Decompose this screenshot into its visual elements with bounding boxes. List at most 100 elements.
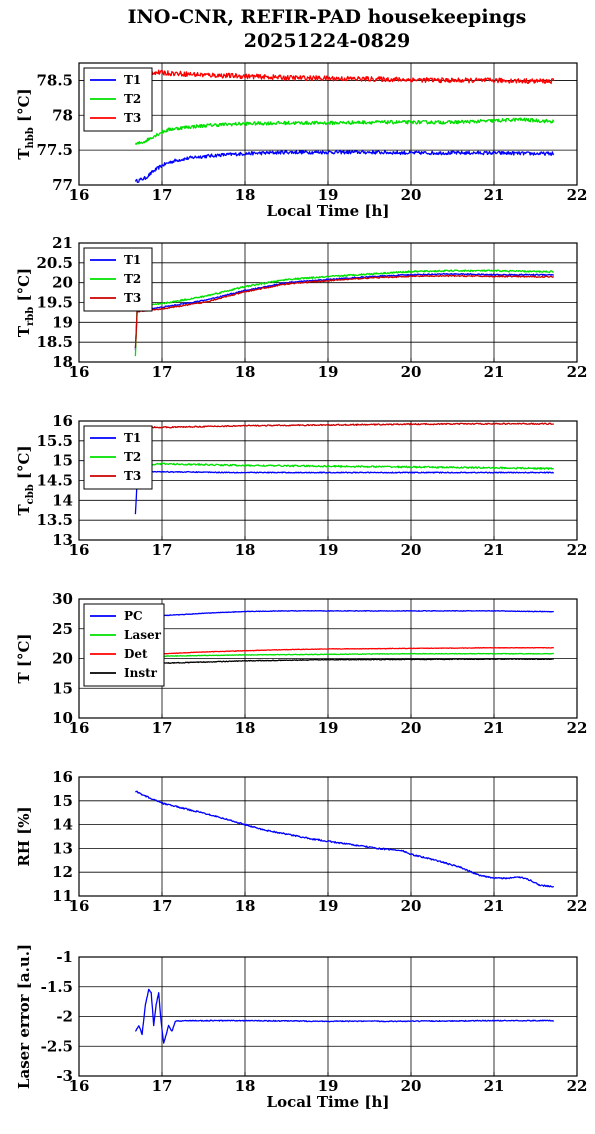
- legend-label: T3: [124, 111, 141, 125]
- x-tick-label: 17: [152, 897, 173, 915]
- x-tick-label: 17: [152, 363, 173, 381]
- y-tick-label: 15: [52, 679, 73, 697]
- y-tick-label: 21: [52, 234, 73, 252]
- y-tick-label: 11: [52, 887, 73, 905]
- figure-title-line1: INO-CNR, REFIR-PAD housekeepings: [128, 6, 527, 28]
- series-line-t1: [134, 149, 555, 184]
- series-line-t2: [135, 462, 554, 470]
- y-tick-label: 18: [52, 353, 73, 371]
- x-tick-label: 21: [484, 897, 505, 915]
- y-tick-label: 14.5: [36, 472, 73, 490]
- chart-hbb: 16 17 18 19 20 21 22 77 77.5 78 78.5 Local Time [h]…: [15, 62, 587, 220]
- legend-label: T1: [124, 431, 141, 445]
- x-tick-label: 22: [567, 1077, 588, 1095]
- x-tick-label: 17: [152, 541, 173, 559]
- y-tick-label: 16: [52, 412, 73, 430]
- legend-label: Laser: [124, 628, 162, 642]
- series-line-t3: [134, 274, 554, 349]
- x-tick-label: 20: [401, 363, 422, 381]
- x-tick-label: 18: [235, 363, 256, 381]
- x-tick-label: 18: [235, 897, 256, 915]
- x-tick-label: 17: [152, 719, 173, 737]
- x-tick-label: 19: [318, 1077, 339, 1095]
- y-axis-label: RH [%]: [15, 806, 33, 866]
- x-tick-label: 18: [235, 719, 256, 737]
- x-tick-label: 20: [401, 719, 422, 737]
- y-tick-label: -1: [56, 948, 73, 966]
- x-tick-label: 21: [484, 1077, 505, 1095]
- x-tick-label: 17: [152, 186, 173, 204]
- y-axis-label: Laser error [a.u.]: [15, 944, 33, 1089]
- legend-label: Instr: [124, 666, 158, 680]
- x-axis-label: Local Time [h]: [267, 202, 390, 220]
- x-tick-label: 16: [69, 897, 90, 915]
- y-tick-label: 15.5: [36, 432, 73, 450]
- series-line-t3: [135, 422, 555, 429]
- x-tick-label: 21: [484, 363, 505, 381]
- legend-label: T2: [124, 450, 141, 464]
- y-tick-label: 13: [52, 531, 73, 549]
- y-tick-label: 14: [52, 816, 73, 834]
- x-tick-label: 16: [69, 1077, 90, 1095]
- y-axis-label: Tcbb [°C]: [15, 445, 36, 515]
- series-line-t3: [134, 68, 555, 85]
- y-tick-label: 25: [52, 620, 73, 638]
- x-tick-label: 16: [69, 186, 90, 204]
- y-tick-label: 19.5: [36, 294, 73, 312]
- y-tick-label: 20: [52, 650, 73, 668]
- x-tick-label: 21: [484, 719, 505, 737]
- y-tick-label: 77: [52, 176, 73, 194]
- series-line-t2: [134, 269, 555, 357]
- figure-title-line2: 20251224-0829: [244, 30, 411, 52]
- legend-label: Det: [124, 647, 148, 661]
- y-tick-label: -3: [56, 1067, 73, 1085]
- x-tick-label: 20: [401, 1077, 422, 1095]
- x-tick-label: 22: [567, 363, 588, 381]
- series-line-value: [135, 790, 554, 888]
- y-tick-label: 15: [52, 792, 73, 810]
- series-line-value: [134, 988, 555, 1044]
- y-tick-label: -2.5: [41, 1037, 73, 1055]
- y-tick-label: 77.5: [36, 141, 73, 159]
- y-tick-label: 19: [52, 313, 73, 331]
- y-tick-label: 30: [52, 590, 73, 608]
- x-tick-label: 19: [318, 541, 339, 559]
- x-tick-label: 17: [152, 1077, 173, 1095]
- x-tick-label: 19: [318, 186, 339, 204]
- x-tick-label: 20: [401, 186, 422, 204]
- x-tick-label: 21: [484, 541, 505, 559]
- x-tick-label: 20: [401, 541, 422, 559]
- legend-label: T2: [124, 92, 141, 106]
- chart-panels: 16 17 18 19 20 21 22 77 77.5 78 78.5 Local Time [h]…: [15, 62, 588, 1111]
- x-tick-label: 22: [567, 897, 588, 915]
- y-tick-label: 20: [52, 274, 73, 292]
- y-axis-label: T [°C]: [15, 633, 33, 683]
- y-tick-label: 16: [52, 768, 73, 786]
- y-tick-label: 13.5: [36, 511, 73, 529]
- x-tick-label: 20: [401, 897, 422, 915]
- y-tick-label: 18.5: [36, 333, 73, 351]
- x-tick-label: 19: [318, 719, 339, 737]
- legend-label: T2: [124, 272, 141, 286]
- y-tick-label: 12: [52, 863, 73, 881]
- x-tick-label: 22: [567, 541, 588, 559]
- legend-label: T1: [124, 73, 141, 87]
- y-tick-label: 10: [52, 709, 73, 727]
- x-tick-label: 18: [235, 186, 256, 204]
- x-tick-label: 16: [69, 719, 90, 737]
- legend-label: T1: [124, 253, 141, 267]
- series-line-laser: [135, 652, 554, 658]
- series-line-t2: [134, 117, 555, 145]
- series-line-t1: [134, 272, 555, 351]
- series-line-pc: [135, 609, 554, 619]
- x-tick-label: 16: [69, 541, 90, 559]
- x-tick-label: 19: [318, 363, 339, 381]
- x-tick-label: 21: [484, 186, 505, 204]
- chart-laser: 16 17 18 19 20 21 22 -3 -2.5 -2 -1.5 -1 Local Time […: [15, 944, 587, 1111]
- legend-label: T3: [124, 469, 141, 483]
- x-axis-label: Local Time [h]: [267, 1093, 390, 1111]
- series-line-instr: [135, 658, 554, 666]
